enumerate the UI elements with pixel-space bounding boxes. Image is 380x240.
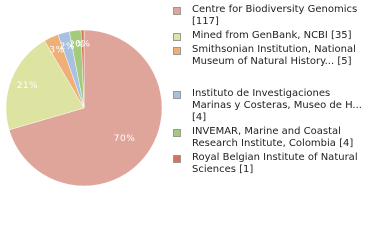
slice-label: 2% [69,40,84,50]
slice-label: 2% [60,42,75,52]
slice-label: 3% [49,46,64,56]
slice-label: 70% [114,134,136,144]
legend-swatch [173,129,181,137]
legend-label: Royal Belgian Institute of Natural Scien… [192,152,358,175]
pie-slice [80,29,85,109]
legend-swatch [173,7,181,15]
legend-label: Instituto de Investigaciones Marinas y C… [192,88,362,123]
slice-label: 0% [75,40,90,50]
pie-slice [5,40,85,131]
legend-label: Centre for Biodiversity Genomics [117] [192,4,358,27]
legend-swatch [173,47,181,55]
legend-swatch [173,91,181,99]
legend-swatch [173,155,181,163]
legend-label: INVEMAR, Marine and Coastal Research Ins… [192,126,354,149]
slice-label: 21% [17,81,39,91]
pie: 70%21%3%2%2%0% [5,29,163,187]
legend-label: Mined from GenBank, NCBI [35] [192,30,352,41]
legend-label: Smithsonian Institution, National Museum… [192,44,356,67]
pie-slice [8,29,163,187]
legend-swatch [173,33,181,41]
